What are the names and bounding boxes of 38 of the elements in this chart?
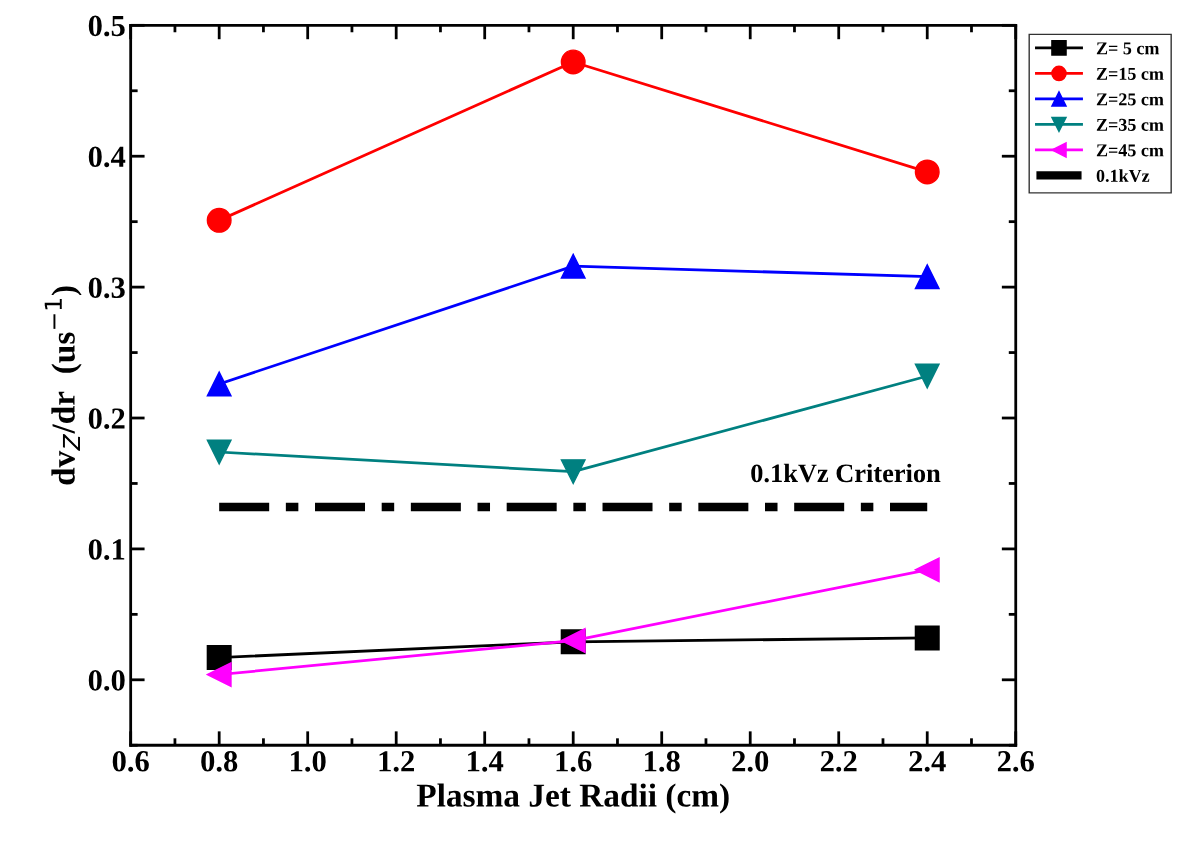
x-tick-label: 2.6 [997,751,1034,772]
y-tick-label: 0.1 [88,539,125,560]
y-tick-label: 0.2 [88,408,125,430]
point [206,207,232,233]
x-tick-label: 1.8 [645,751,680,772]
point [914,264,940,290]
x-tick-label: 1.6 [556,751,592,772]
x-tick-label: 0.8 [201,751,238,772]
point [206,662,232,688]
legend-label: Z=35 cm [1096,118,1164,131]
x-tick-label: 2.4 [909,751,946,772]
x-tick-label: 2.2 [820,751,857,772]
point [560,253,586,279]
annotation: 0.1kVz Criterion [751,463,941,483]
y-tick-label: 0.3 [88,277,125,299]
x-axis-title: Plasma Jet Radii (cm) [416,783,729,814]
legend-label: Z= 5 cm [1096,42,1160,55]
y-axis-title: dv$_{Z}$/dr (us$^{−1}$) [44,286,82,485]
point [206,371,232,397]
point [914,159,940,185]
legend-label: Z=15 cm [1096,67,1164,80]
x-tick-label: 1.0 [291,751,326,772]
y-tick-label: 0.0 [88,670,125,691]
x-tick-label: 2.0 [732,751,769,772]
point [914,625,940,651]
legend-label: Z=45 cm [1096,144,1164,157]
point [560,49,586,75]
point [206,439,232,465]
point [914,363,940,389]
point [914,557,940,583]
x-tick-label: 0.6 [112,751,149,772]
x-tick-label: 1.4 [468,751,504,772]
y-tick-label: 0.4 [88,146,126,168]
x-tick-label: 1.2 [379,751,414,772]
legend-label: Z=25 cm [1096,93,1164,106]
legend-label: 0.1kVz [1096,169,1150,183]
y-tick-label: 0.5 [88,15,125,37]
point [560,459,586,485]
